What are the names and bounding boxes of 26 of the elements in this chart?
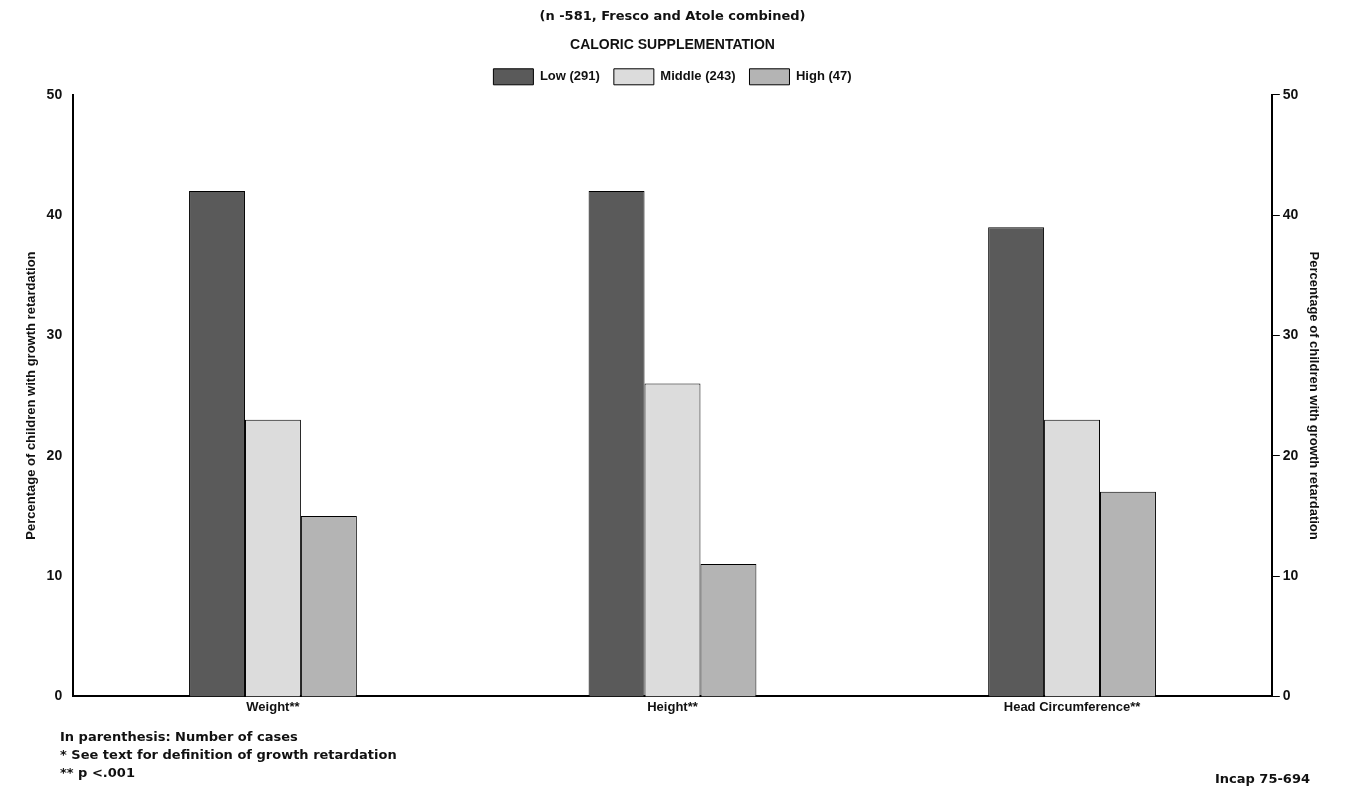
y-tick-label: 30 — [46, 326, 63, 343]
y-tick-label: 40 — [46, 205, 63, 222]
y2-tick-label: 10 — [1282, 566, 1299, 583]
y2-tick-label: 30 — [1282, 326, 1299, 343]
y-tick-label: 0 — [54, 687, 63, 704]
y-tick-label: 20 — [46, 446, 63, 463]
x-tick-label: Head Circumference** — [1003, 698, 1142, 714]
x-tick-label: Weight** — [246, 698, 301, 714]
legend-label: High (47) — [795, 68, 852, 84]
legend-label: Low (291) — [539, 68, 600, 84]
y2-tick-label: 50 — [1282, 85, 1299, 102]
legend-title: CALORIC SUPPLEMENTATION — [570, 35, 775, 52]
text: Incap 75-694 — [1214, 770, 1310, 788]
chart-subtitle: (n -581, Fresco and Atole combined) — [538, 8, 807, 23]
y-axis-title: Percentage of children with growth retardation — [23, 251, 39, 540]
y-tick-label: 50 — [46, 85, 63, 102]
legend-label: Middle (243) — [660, 68, 736, 84]
text: In parenthesis: Number of cases — [60, 728, 299, 746]
y2-tick-label: 20 — [1282, 446, 1299, 463]
y2-tick-label: 40 — [1282, 205, 1299, 222]
text: * See text for definition of growth retardation — [60, 746, 398, 764]
text: ** p <.001 — [60, 765, 135, 780]
y-tick-label: 10 — [46, 566, 63, 583]
x-tick-label: Height** — [647, 698, 699, 714]
y2-tick-label: 0 — [1282, 687, 1291, 704]
y2-axis-title: Percentage of children with growth retardation — [1306, 251, 1322, 540]
